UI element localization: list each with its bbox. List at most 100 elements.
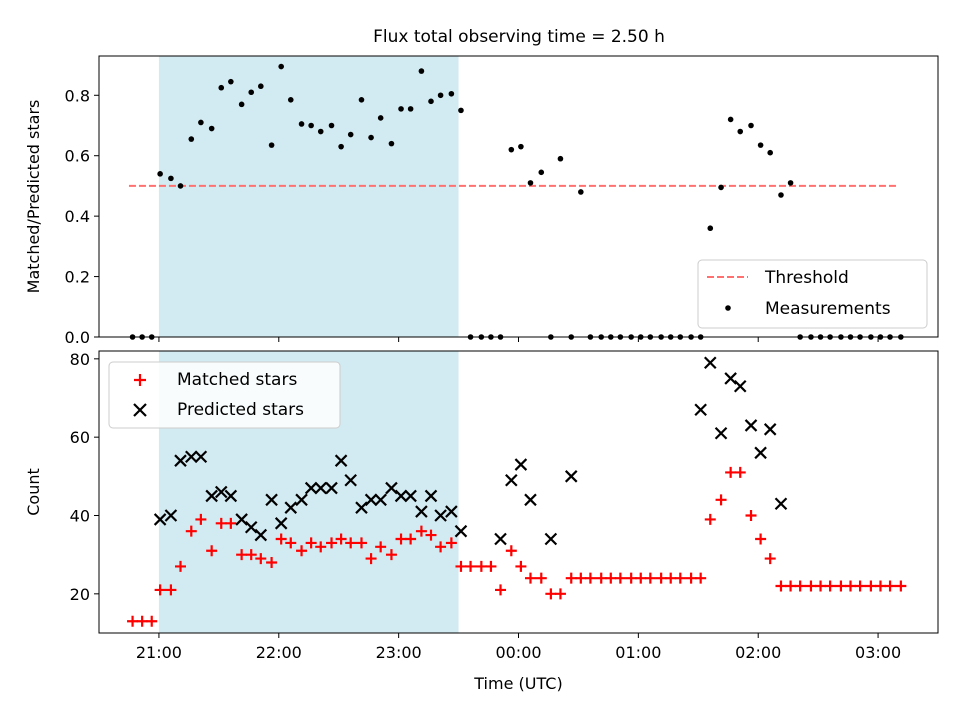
matched-point (725, 466, 737, 478)
count-ytick-label: 40 (70, 507, 90, 526)
measurement-point (418, 68, 425, 74)
matched-point (165, 584, 177, 596)
matched-point (445, 537, 457, 549)
measurement-point (208, 125, 215, 132)
matched-point (794, 580, 806, 592)
predicted-point (744, 419, 758, 432)
measurement-point (278, 63, 284, 70)
matched-point (175, 560, 187, 572)
measurement-point (727, 116, 734, 123)
legend-measurements-label: Measurements (765, 299, 891, 319)
matched-point (154, 584, 166, 596)
matched-point (415, 525, 427, 537)
measurement-point (177, 183, 184, 189)
matched-point (535, 572, 547, 584)
matched-point (455, 560, 467, 572)
matched-point (375, 541, 387, 553)
measurement-point (748, 122, 754, 129)
predicted-point (524, 493, 537, 507)
matched-point (485, 560, 497, 572)
measurement-point (168, 175, 174, 182)
matched-point (545, 588, 557, 600)
predicted-point (174, 454, 187, 467)
matched-point (895, 580, 907, 592)
matched-point (305, 537, 317, 549)
matched-point (505, 545, 517, 557)
predicted-point (385, 481, 398, 495)
measurement-point (398, 106, 404, 112)
matched-point (315, 541, 327, 553)
matched-point (425, 529, 437, 541)
matched-point (236, 549, 248, 561)
ratio-ytick-label: 0.6 (65, 147, 90, 166)
matched-point (215, 517, 227, 529)
legend-matched-swatch (134, 374, 146, 386)
predicted-point (284, 501, 298, 514)
matched-point (565, 572, 577, 584)
matched-point (296, 545, 308, 557)
matched-point (475, 560, 487, 572)
measurement-point (157, 171, 163, 177)
matched-point (575, 572, 587, 584)
matched-point (704, 513, 716, 525)
measurement-point (328, 122, 335, 129)
count-xlabel: Time (UTC) (473, 674, 562, 693)
predicted-point (703, 356, 717, 370)
matched-point (185, 525, 197, 537)
matched-point (146, 615, 158, 627)
predicted-point (205, 489, 218, 503)
predicted-point (494, 532, 507, 546)
measurement-point (368, 134, 374, 141)
predicted-point (265, 493, 278, 507)
matched-point (644, 572, 656, 584)
measurement-point (578, 189, 584, 195)
measurement-point (778, 192, 784, 198)
predicted-point (244, 520, 258, 534)
legend-measurements-swatch (725, 305, 731, 311)
matched-point (715, 494, 727, 506)
matched-point (845, 580, 857, 592)
count-axes-frame (98, 350, 939, 634)
measurement-point (458, 107, 464, 114)
ratio-ytick-label: 0.0 (65, 328, 90, 347)
matched-point (515, 560, 527, 572)
measurement-point (718, 184, 724, 191)
measurement-point (218, 84, 225, 91)
predicted-point (214, 485, 228, 499)
measurement-point (448, 90, 455, 97)
count-ytick-label: 60 (70, 428, 90, 447)
matched-point (734, 466, 746, 478)
predicted-point (544, 532, 558, 546)
matched-point (495, 584, 507, 596)
predicted-point (774, 497, 788, 511)
matched-point (745, 510, 757, 521)
count-xtick-label: 02:00 (735, 643, 781, 662)
measurement-point (737, 128, 744, 135)
predicted-point (254, 528, 268, 542)
legend-matched-label: Matched stars (177, 370, 297, 390)
measurement-point (787, 180, 794, 186)
predicted-point (325, 481, 338, 495)
measurement-point (347, 131, 354, 138)
matched-point (326, 537, 338, 549)
predicted-point (514, 458, 528, 471)
predicted-point (505, 473, 518, 487)
measurement-point (238, 101, 245, 108)
matched-point (755, 533, 767, 545)
predicted-point (733, 379, 747, 393)
measurement-point (188, 136, 195, 142)
predicted-point (694, 403, 707, 417)
ratio-axes-frame (98, 55, 939, 338)
matched-point (775, 580, 787, 592)
predicted-point (334, 454, 348, 467)
measurement-point (428, 98, 434, 105)
matched-point (405, 533, 417, 545)
matched-point (835, 580, 847, 592)
legend-predicted-swatch (133, 403, 147, 417)
predicted-point (445, 505, 458, 518)
matched-point (127, 615, 139, 627)
matched-point (884, 580, 896, 592)
measurement-point (317, 128, 324, 135)
measurement-point (407, 106, 414, 112)
measurement-point (767, 149, 773, 156)
